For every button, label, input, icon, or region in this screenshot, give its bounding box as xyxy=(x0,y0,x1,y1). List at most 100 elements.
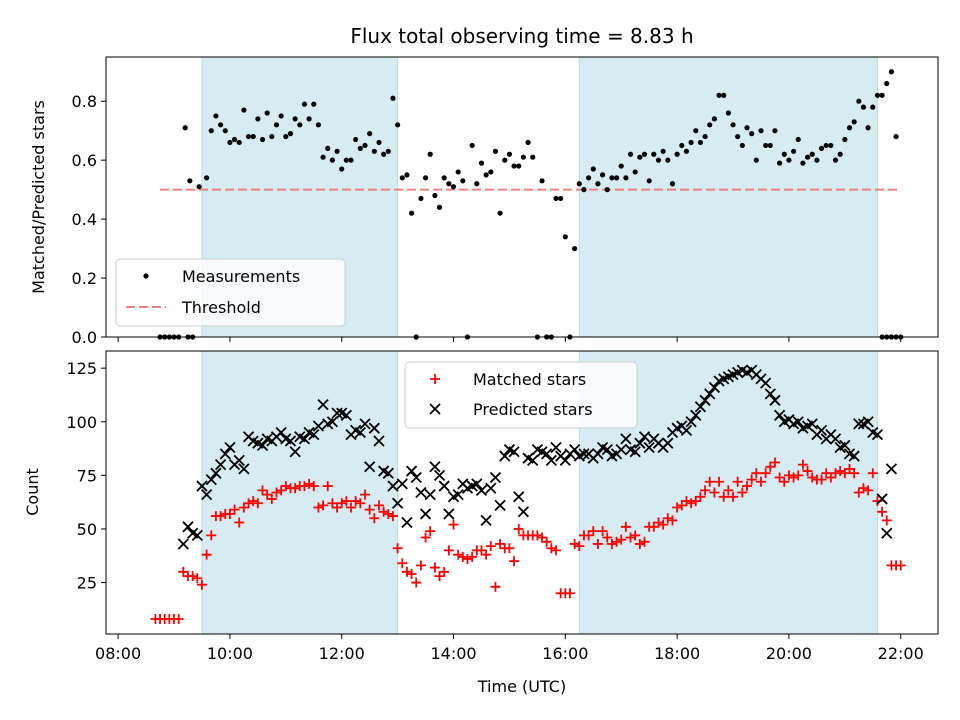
measurement-point xyxy=(874,92,881,98)
predicted-point xyxy=(773,409,786,421)
measurement-point xyxy=(259,136,266,143)
matched-point xyxy=(849,468,860,479)
predicted-point xyxy=(429,461,441,473)
predicted-point xyxy=(200,489,213,501)
predicted-point xyxy=(368,422,380,434)
matched-point xyxy=(215,511,226,522)
matched-point xyxy=(453,549,464,560)
measurement-point xyxy=(446,181,452,187)
matched-point xyxy=(346,502,357,513)
matched-point xyxy=(681,496,692,507)
measurement-point xyxy=(604,187,610,193)
measurement-point xyxy=(665,157,671,163)
predicted-point xyxy=(443,508,455,520)
measurement-point xyxy=(553,195,559,202)
measurement-point xyxy=(777,160,783,166)
measurement-point xyxy=(586,175,592,181)
x-tick-label: 14:00 xyxy=(430,644,476,663)
measurement-point xyxy=(208,128,214,134)
predicted-point xyxy=(284,435,297,447)
measurement-point xyxy=(790,148,797,154)
matched-point xyxy=(667,515,678,526)
measurement-point xyxy=(832,157,839,163)
measurement-point xyxy=(525,139,531,146)
predicted-point xyxy=(620,433,632,445)
matched-point xyxy=(700,485,711,496)
matched-point xyxy=(411,577,422,588)
matched-point xyxy=(732,476,743,487)
bottom-panel: 08:00 10:00 12:00 14:00 16:00 18:00 20:00 22:00… xyxy=(23,350,939,663)
measurement-point xyxy=(469,142,475,149)
matched-point xyxy=(751,468,762,479)
measurement-point xyxy=(222,128,228,134)
measurement-point xyxy=(623,175,629,181)
matched-point xyxy=(429,562,440,573)
measurement-point xyxy=(213,113,219,119)
predicted-point xyxy=(405,465,418,477)
matched-point xyxy=(290,483,301,494)
measurement-point xyxy=(562,234,568,240)
measurement-point xyxy=(725,110,731,116)
measurement-point xyxy=(506,151,513,157)
matched-point xyxy=(639,536,650,547)
measurement-point xyxy=(674,151,680,157)
measurement-point xyxy=(441,175,447,181)
measurement-point xyxy=(306,116,312,122)
matched-point xyxy=(280,481,291,492)
matched-point xyxy=(257,485,268,496)
matched-point xyxy=(783,470,794,481)
measurement-point xyxy=(217,122,224,128)
measurement-point xyxy=(187,178,193,184)
measurement-point xyxy=(781,151,787,157)
measurement-point xyxy=(297,122,303,128)
predicted-point xyxy=(289,446,301,458)
y-tick-label: 50 xyxy=(77,520,97,539)
matched-point xyxy=(709,487,720,498)
measurement-point xyxy=(576,181,582,187)
measurement-point xyxy=(851,119,857,125)
legend-label: Threshold xyxy=(181,298,261,317)
matched-point xyxy=(620,521,631,532)
measurement-point xyxy=(278,113,284,119)
measurement-point xyxy=(800,160,806,166)
measurement-point xyxy=(334,148,340,154)
predicted-point xyxy=(545,454,557,466)
matched-point xyxy=(616,534,627,545)
matched-point xyxy=(509,556,520,567)
matched-point xyxy=(742,481,753,492)
predicted-point xyxy=(452,489,464,501)
matched-point xyxy=(369,513,380,524)
predicted-point xyxy=(387,480,399,492)
measurement-point xyxy=(395,122,401,128)
measurement-point xyxy=(679,142,685,149)
measurement-point xyxy=(381,151,387,157)
measurement-point xyxy=(641,151,648,157)
predicted-point xyxy=(364,461,376,473)
measurement-point xyxy=(460,178,466,184)
measurement-point xyxy=(241,107,247,113)
measurement-point xyxy=(264,110,270,116)
matched-point xyxy=(672,502,683,513)
measurement-point xyxy=(749,131,755,137)
matched-point xyxy=(457,551,468,562)
measurement-point xyxy=(660,148,666,154)
predicted-point xyxy=(815,424,828,436)
measurement-point xyxy=(539,178,545,184)
matched-point xyxy=(737,487,748,498)
matched-point xyxy=(513,523,524,534)
measurement-point xyxy=(730,122,736,128)
matched-point xyxy=(439,566,450,577)
predicted-point xyxy=(853,418,865,430)
matched-point xyxy=(853,487,864,498)
y-axis-label: Matched/Predicted stars xyxy=(29,100,48,294)
measurement-point xyxy=(655,157,662,163)
matched-point xyxy=(196,579,207,590)
matched-point xyxy=(192,573,203,584)
predicted-point xyxy=(517,506,530,518)
matched-point xyxy=(420,532,431,543)
predicted-point xyxy=(629,446,641,458)
y-tick-label: 125 xyxy=(66,359,97,378)
matched-point xyxy=(308,481,319,492)
matched-point xyxy=(807,472,818,483)
